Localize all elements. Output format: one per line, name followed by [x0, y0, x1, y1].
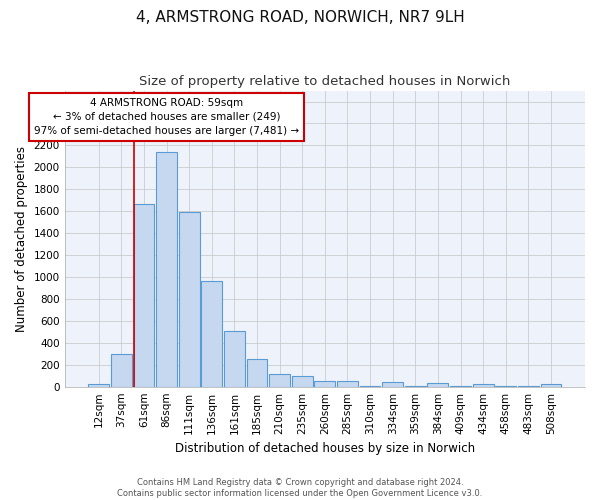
Bar: [382, 382, 403, 386]
Bar: [541, 384, 562, 386]
Title: Size of property relative to detached houses in Norwich: Size of property relative to detached ho…: [139, 75, 511, 88]
Text: 4 ARMSTRONG ROAD: 59sqm
← 3% of detached houses are smaller (249)
97% of semi-de: 4 ARMSTRONG ROAD: 59sqm ← 3% of detached…: [34, 98, 299, 136]
Bar: [269, 374, 290, 386]
Bar: [224, 332, 245, 386]
Bar: [247, 360, 268, 386]
Text: Contains HM Land Registry data © Crown copyright and database right 2024.
Contai: Contains HM Land Registry data © Crown c…: [118, 478, 482, 498]
Bar: [111, 354, 132, 386]
Bar: [473, 384, 494, 386]
Bar: [156, 152, 177, 386]
Bar: [292, 376, 313, 386]
X-axis label: Distribution of detached houses by size in Norwich: Distribution of detached houses by size …: [175, 442, 475, 455]
Text: 4, ARMSTRONG ROAD, NORWICH, NR7 9LH: 4, ARMSTRONG ROAD, NORWICH, NR7 9LH: [136, 10, 464, 25]
Bar: [134, 204, 154, 386]
Bar: [337, 381, 358, 386]
Bar: [88, 384, 109, 386]
Bar: [179, 212, 200, 386]
Bar: [314, 381, 335, 386]
Y-axis label: Number of detached properties: Number of detached properties: [15, 146, 28, 332]
Bar: [202, 282, 222, 387]
Bar: [427, 383, 448, 386]
